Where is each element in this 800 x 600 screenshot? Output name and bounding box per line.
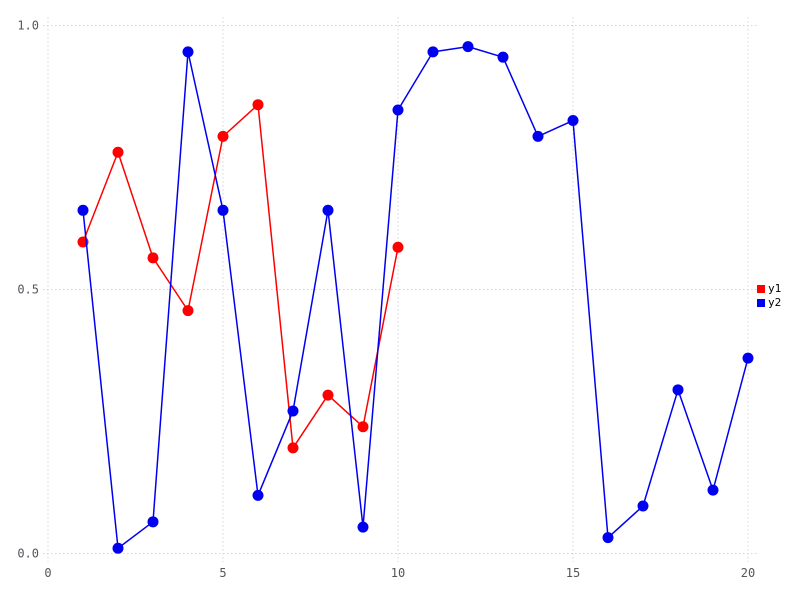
y-tick-label: 0.5 — [17, 283, 39, 297]
data-point-y2 — [357, 521, 369, 533]
legend-item-y1: y1 — [757, 282, 781, 295]
x-tick-label: 15 — [566, 566, 580, 580]
x-tick-label: 5 — [219, 566, 226, 580]
data-point-y2 — [427, 46, 439, 58]
data-point-y1 — [217, 130, 229, 142]
data-point-y2 — [147, 516, 159, 528]
series-line-y2 — [82, 45, 749, 549]
legend-swatch-y1-icon — [757, 284, 765, 293]
data-point-y2 — [742, 352, 754, 364]
data-point-y2 — [637, 500, 649, 512]
data-point-y2 — [112, 542, 124, 554]
data-point-y2 — [182, 46, 194, 58]
series-line-y1 — [82, 103, 399, 449]
data-point-y2 — [322, 204, 334, 216]
data-point-y1 — [287, 442, 299, 454]
data-point-y2 — [707, 484, 719, 496]
data-point-y2 — [672, 384, 684, 396]
x-tick-label: 0 — [44, 566, 51, 580]
data-point-y2 — [392, 104, 404, 116]
data-point-y2 — [497, 51, 509, 63]
legend-label-y2: y2 — [768, 296, 782, 309]
x-tick-label: 10 — [391, 566, 405, 580]
legend-label-y1: y1 — [768, 282, 782, 295]
legend-item-y2: y2 — [757, 296, 781, 309]
y-tick-label: 0.0 — [17, 547, 39, 561]
y-tick-label: 1.0 — [17, 19, 39, 33]
data-point-y2 — [602, 532, 614, 544]
legend-swatch-y2-icon — [757, 298, 765, 307]
legend: y1 y2 — [757, 282, 781, 309]
data-point-y1 — [182, 305, 194, 317]
data-point-y1 — [112, 146, 124, 158]
data-point-y1 — [322, 389, 334, 401]
data-point-y2 — [77, 204, 89, 216]
data-point-y1 — [147, 252, 159, 264]
data-point-y1 — [252, 99, 264, 111]
data-point-y1 — [357, 421, 369, 433]
data-point-y1 — [392, 241, 404, 253]
x-tick-label: 20 — [741, 566, 755, 580]
data-point-y2 — [287, 405, 299, 417]
data-point-y2 — [462, 41, 474, 53]
data-point-y2 — [217, 204, 229, 216]
data-point-y2 — [532, 130, 544, 142]
data-point-y2 — [567, 115, 579, 127]
data-point-y2 — [252, 489, 264, 501]
